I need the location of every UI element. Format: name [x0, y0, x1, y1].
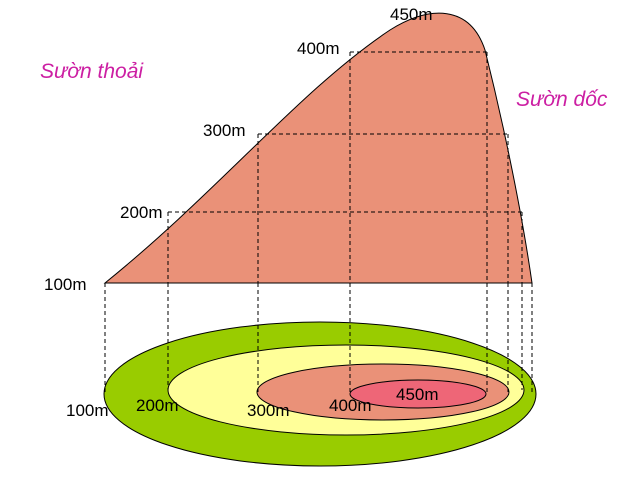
gentle-slope-label: Sườn thoải	[40, 60, 144, 83]
profile-label-100: 100m	[44, 275, 87, 294]
contour-label-200: 200m	[136, 396, 179, 415]
profile-label-300: 300m	[203, 121, 246, 140]
profile-label-450: 450m	[390, 5, 433, 24]
contour-label-100: 100m	[66, 401, 109, 420]
steep-slope-label: Sườn dốc	[516, 88, 608, 111]
contour-label-300: 300m	[247, 401, 290, 420]
contour-label-400: 400m	[329, 396, 372, 415]
contour-label-450: 450m	[396, 385, 439, 404]
profile-label-400: 400m	[297, 39, 340, 58]
contour-ring-400	[349, 379, 487, 409]
profile-label-200: 200m	[120, 203, 163, 222]
hill-profile	[103, 12, 533, 284]
